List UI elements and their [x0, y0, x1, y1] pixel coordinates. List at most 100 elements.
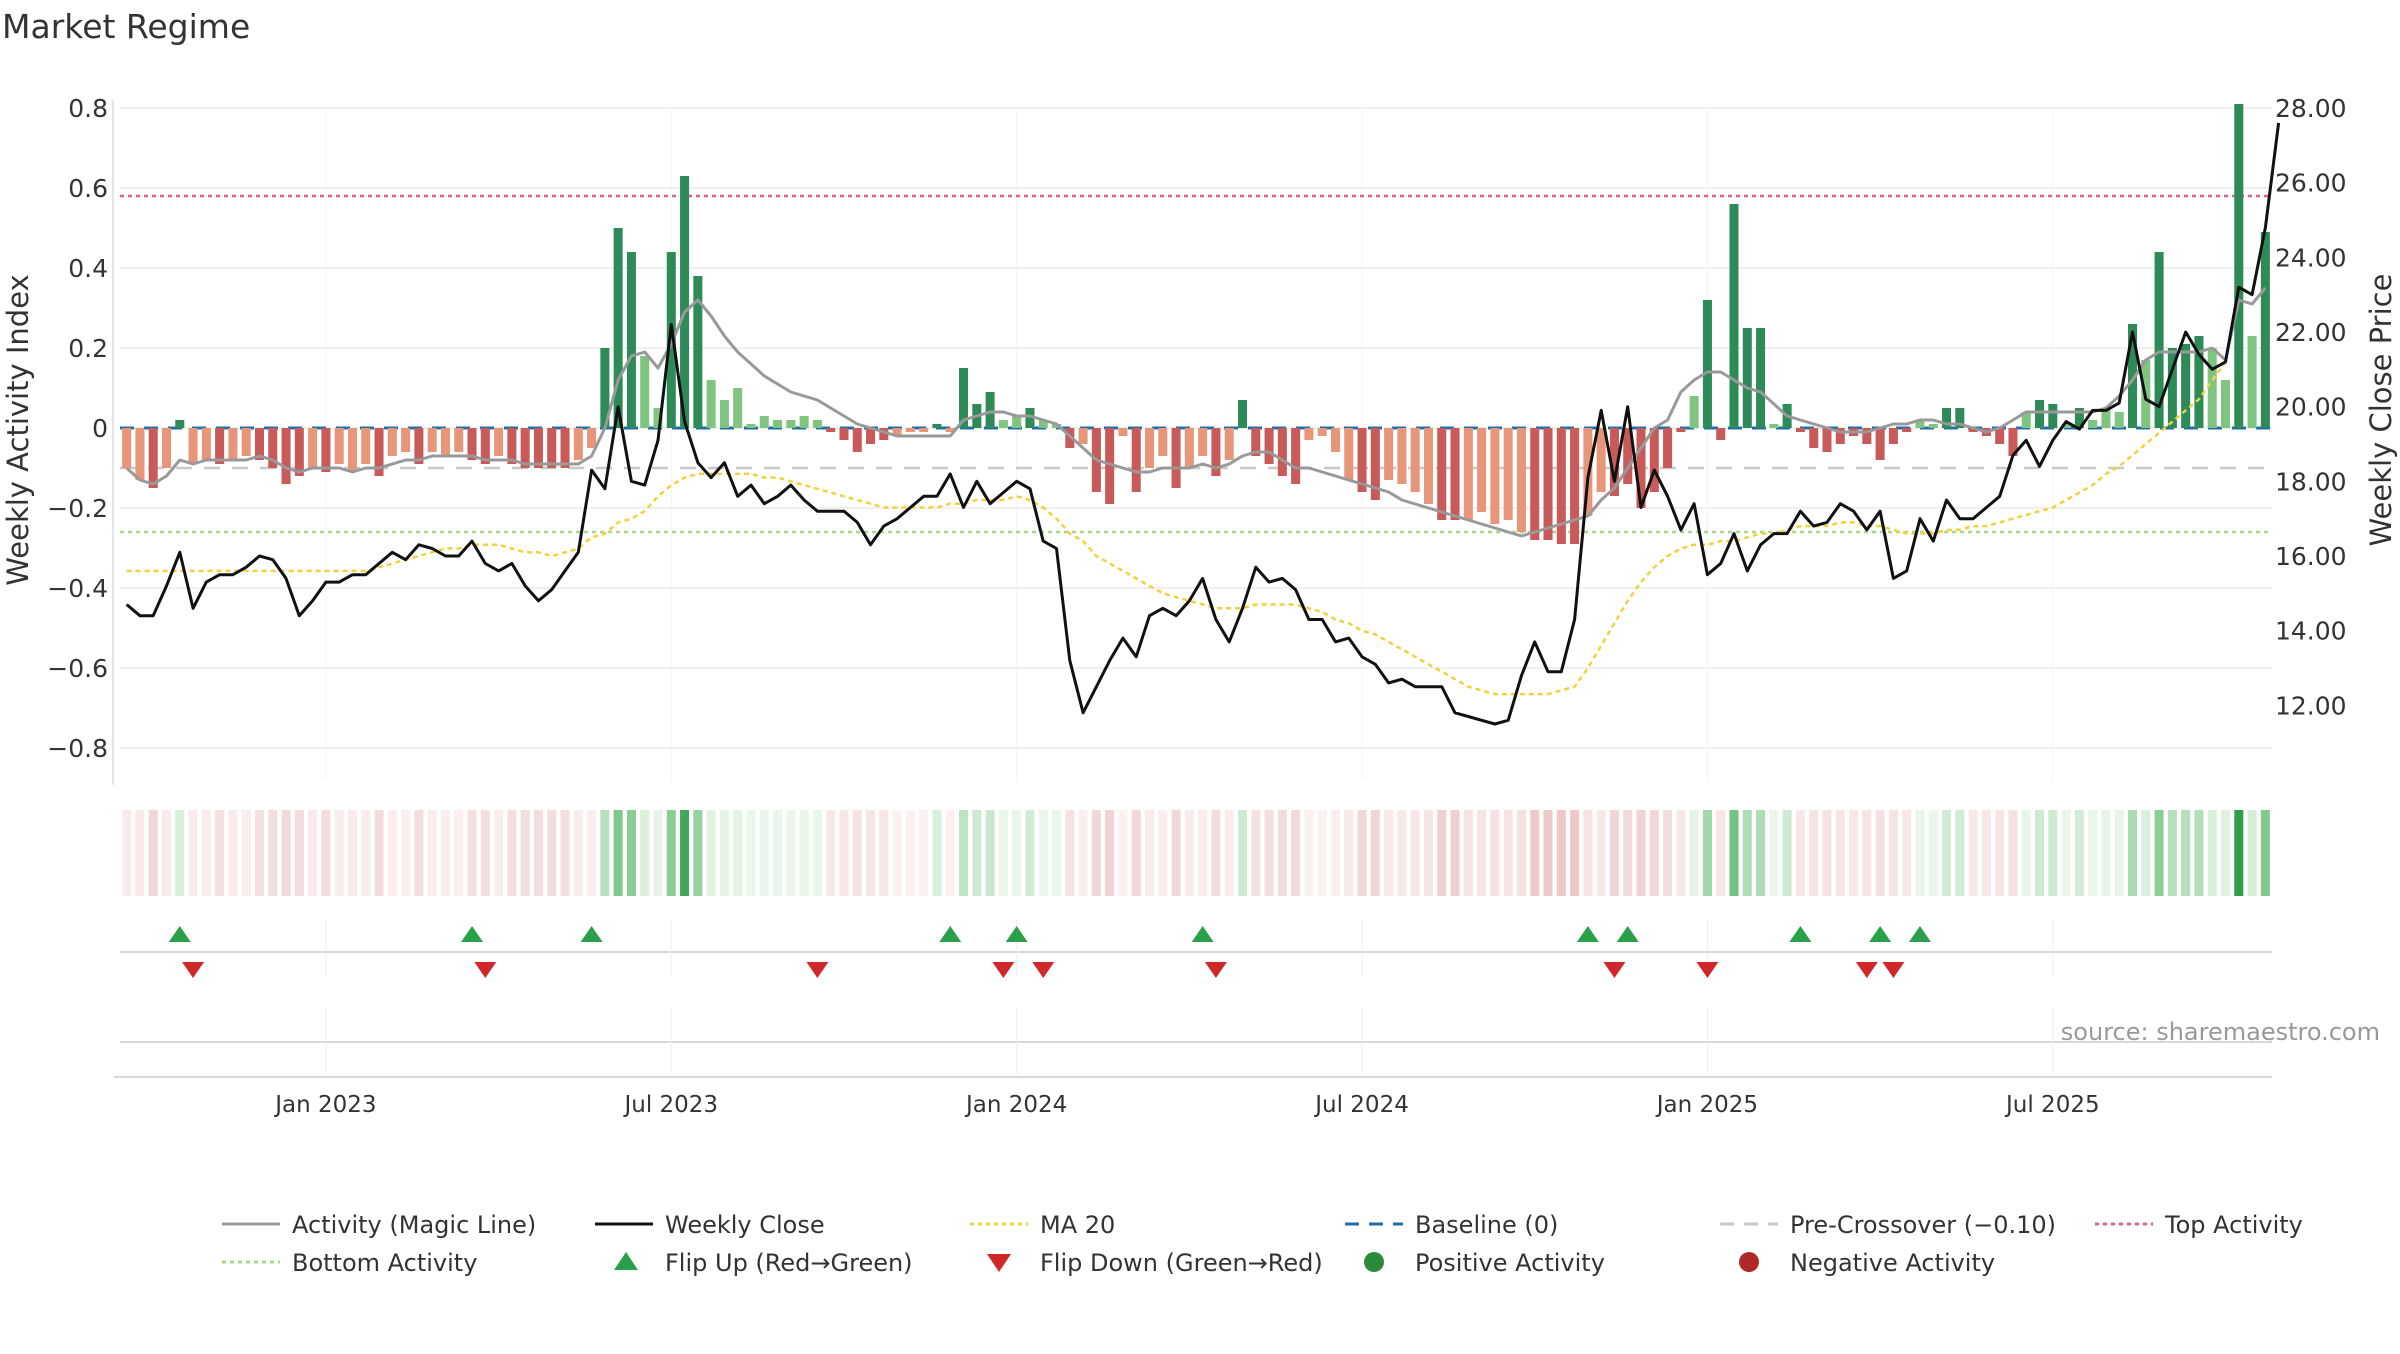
regime-strip-cell — [1237, 810, 1248, 896]
activity-bar — [1716, 428, 1726, 440]
regime-strip-cell — [1105, 810, 1115, 896]
activity-bar — [959, 368, 969, 428]
activity-bar — [1756, 328, 1766, 428]
y-right-tick-label: 18.00 — [2275, 467, 2347, 496]
regime-strip-cell — [1556, 810, 1566, 896]
flip-up-marker — [1789, 926, 1812, 942]
regime-strip-cell — [972, 810, 982, 896]
regime-strip-cell — [1649, 810, 1659, 896]
activity-bar — [1304, 428, 1314, 440]
regime-strip-cell — [241, 810, 251, 896]
regime-strip-cell — [1144, 810, 1155, 896]
activity-bar — [1463, 428, 1473, 520]
activity-bar — [1397, 428, 1407, 484]
regime-strip-cell — [427, 810, 437, 896]
regime-strip-cell — [1118, 810, 1128, 896]
activity-bar — [1875, 428, 1885, 460]
weekly-close-line — [125, 122, 2281, 726]
activity-bar — [215, 428, 225, 464]
legend-label-positive: Positive Activity — [1415, 1249, 1605, 1277]
regime-strip-cell — [719, 810, 729, 896]
regime-strip-cell — [1291, 810, 1301, 896]
flip-down-marker — [474, 962, 497, 978]
y-left-tick-label: 0.8 — [68, 94, 108, 123]
regime-strip-cell — [1955, 810, 1965, 896]
regime-strip-cell — [560, 810, 570, 896]
flip-up-marker — [461, 926, 484, 942]
regime-strip-cell — [401, 810, 411, 896]
activity-bar — [1277, 428, 1287, 476]
regime-strip-cell — [733, 810, 743, 896]
regime-strip-cell — [1330, 810, 1340, 896]
legend-swatch-positive — [1364, 1252, 1384, 1272]
regime-strip-cell — [812, 810, 822, 896]
regime-strip-cell — [1091, 810, 1101, 896]
regime-strip — [122, 810, 2270, 896]
source-label: source: sharemaestro.com — [2061, 1018, 2380, 1046]
activity-bar — [587, 428, 597, 448]
activity-bar — [812, 420, 822, 428]
activity-bar — [1596, 428, 1606, 492]
flip-up-marker — [1005, 926, 1028, 942]
activity-bar — [2114, 412, 2124, 428]
activity-bar — [1516, 428, 1526, 532]
activity-bar — [839, 428, 849, 440]
regime-strip-cell — [454, 810, 464, 896]
regime-strip-cell — [826, 810, 836, 896]
activity-bar — [1742, 328, 1752, 428]
activity-bar — [733, 388, 743, 428]
legend-label-weekly-close: Weekly Close — [665, 1211, 825, 1239]
legend-label-flip-down: Flip Down (Green→Red) — [1040, 1249, 1323, 1277]
flip-down-marker — [1603, 962, 1626, 978]
regime-strip-cell — [1676, 810, 1686, 896]
activity-bar — [879, 428, 889, 440]
activity-bar — [573, 428, 583, 460]
activity-bar — [254, 428, 264, 460]
activity-bar — [1649, 428, 1659, 492]
activity-bar — [2234, 104, 2244, 428]
regime-strip-cell — [1131, 810, 1141, 896]
regime-strip-cell — [1795, 810, 1805, 896]
activity-bar — [560, 428, 570, 468]
regime-strip-cell — [1277, 810, 1287, 896]
legend-label-negative: Negative Activity — [1790, 1249, 1995, 1277]
regime-strip-cell — [1065, 810, 1075, 896]
activity-bar — [1769, 424, 1779, 428]
regime-strip-cell — [1530, 810, 1540, 896]
regime-strip-cell — [374, 810, 384, 896]
activity-bar — [1144, 428, 1155, 468]
regime-strip-cell — [1942, 810, 1952, 896]
flip-down-marker — [1882, 962, 1905, 978]
y-right-tick-label: 22.00 — [2275, 318, 2347, 347]
regime-strip-cell — [1211, 810, 1221, 896]
legend-swatch-flip-down — [987, 1254, 1011, 1272]
activity-bar — [1570, 428, 1580, 544]
regime-strip-cell — [188, 810, 198, 896]
activity-bar — [2128, 324, 2138, 428]
activity-bar — [294, 428, 304, 476]
regime-strip-cell — [1198, 810, 1208, 896]
activity-bar — [480, 428, 490, 464]
activity-bar — [1410, 428, 1420, 492]
activity-bar — [533, 428, 543, 468]
regime-strip-cell — [1423, 810, 1433, 896]
regime-strip-cell — [2154, 810, 2164, 896]
activity-bar — [2021, 412, 2031, 428]
activity-bar — [640, 356, 650, 428]
flip-markers-panel — [120, 920, 2272, 1074]
regime-strip-cell — [2167, 810, 2177, 896]
activity-bar — [1702, 300, 1712, 428]
regime-strip-cell — [520, 810, 530, 896]
activity-bar — [347, 428, 357, 472]
regime-strip-cell — [2021, 810, 2031, 896]
regime-strip-cell — [1503, 810, 1513, 896]
regime-strip-cell — [2048, 810, 2058, 896]
regime-strip-cell — [1822, 810, 1832, 896]
activity-bar — [1330, 428, 1340, 452]
regime-strip-cell — [1171, 810, 1181, 896]
activity-bar — [188, 428, 198, 464]
x-axis: Jan 2023 Jul 2023 Jan 2024 Jul 2024 Jan 2025… — [114, 1076, 2272, 1118]
regime-strip-cell — [1384, 810, 1394, 896]
